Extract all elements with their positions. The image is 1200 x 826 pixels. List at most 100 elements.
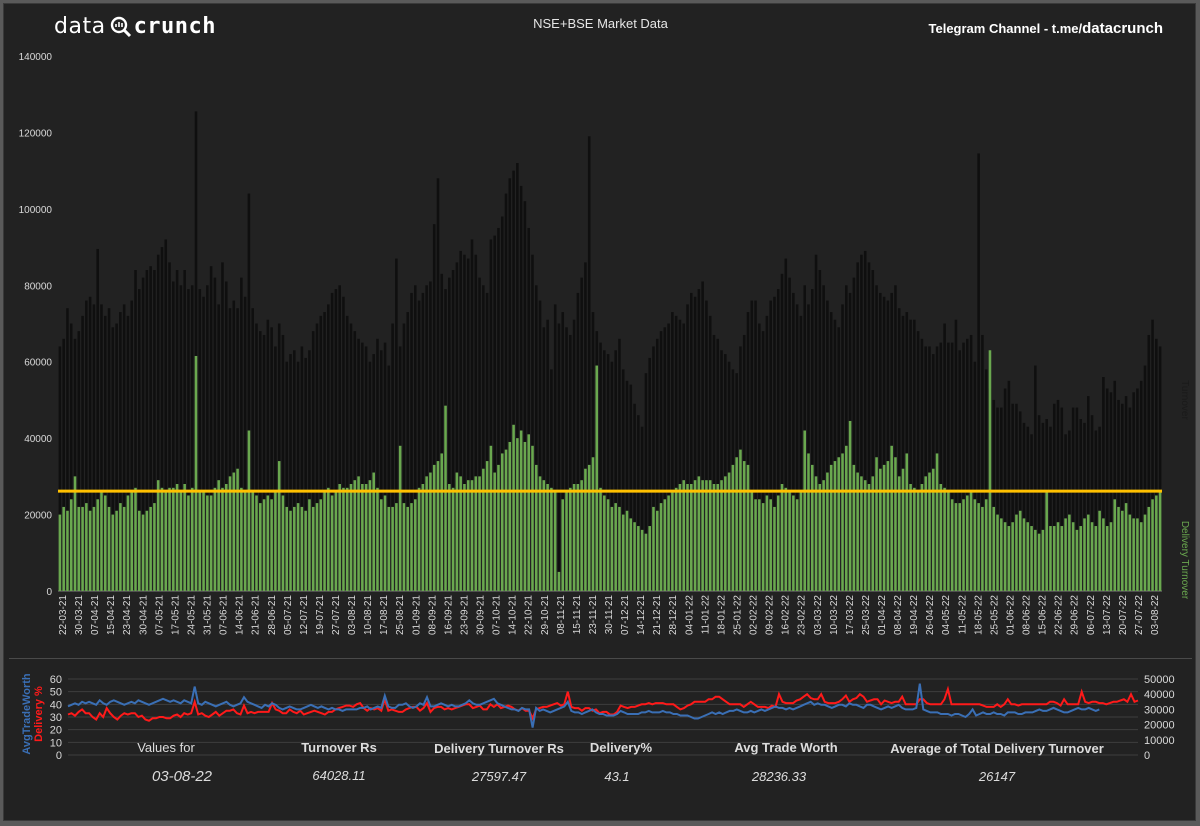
chart-title: NSE+BSE Market Data <box>533 16 668 31</box>
turnover-bar <box>799 315 803 591</box>
delivery-turnover-bar <box>542 480 546 591</box>
turnover-bar <box>1147 334 1151 591</box>
delivery-turnover-bar <box>1158 491 1162 591</box>
delivery-turnover-bar <box>875 457 878 591</box>
telegram-handle: datacrunch <box>1082 20 1163 37</box>
turnover-bar <box>387 365 391 591</box>
delivery-turnover-bar <box>512 424 515 591</box>
turnover-bar <box>58 346 62 591</box>
turnover-bar <box>720 350 723 591</box>
x-tick-label: 18-01-22 <box>716 595 727 635</box>
y-left-tick-label: 0 <box>56 750 62 762</box>
x-tick-label: 28-12-21 <box>668 595 679 635</box>
turnover-bar <box>107 308 111 591</box>
turnover-bar <box>648 357 651 591</box>
turnover-bar <box>523 201 527 591</box>
x-tick-label: 14-10-21 <box>508 595 519 635</box>
y-left-tick-label: 60 <box>50 674 62 686</box>
turnover-bar <box>863 250 867 591</box>
turnover-bar <box>1121 403 1124 591</box>
turnover-bar <box>274 346 277 591</box>
turnover-bar <box>493 235 496 591</box>
turnover-bar <box>538 300 542 591</box>
delivery-turnover-bar <box>66 510 69 591</box>
x-tick-label: 21-06-21 <box>251 595 262 635</box>
turnover-bar <box>637 415 640 591</box>
x-tick-label: 08-06-22 <box>1022 595 1033 635</box>
turnover-bar <box>690 292 693 591</box>
delivery-turnover-bar <box>690 484 693 591</box>
turnover-bar <box>780 273 784 591</box>
delivery-turnover-bar <box>950 499 954 591</box>
delivery-turnover-bar <box>1030 526 1033 591</box>
turnover-bar <box>546 319 549 591</box>
turnover-bar <box>758 323 761 591</box>
turnover-bar <box>88 296 92 591</box>
turnover-bar <box>296 361 300 591</box>
delivery-turnover-bar <box>126 495 130 591</box>
delivery-turnover-bar <box>497 464 500 591</box>
delivery-turnover-bar <box>871 476 875 591</box>
delivery-turnover-bar <box>1000 518 1003 591</box>
delivery-turnover-bar <box>863 480 867 591</box>
turnover-bar <box>584 262 587 591</box>
x-tick-label: 17-05-21 <box>170 595 181 635</box>
turnover-bar <box>724 354 727 591</box>
delivery-turnover-bar <box>943 487 946 591</box>
delivery-turnover-bar <box>867 484 871 591</box>
delivery-turnover-bar <box>580 480 583 591</box>
turnover-bar <box>421 292 425 591</box>
delivery-turnover-bar <box>429 472 432 591</box>
x-tick-label: 06-07-22 <box>1086 595 1097 635</box>
turnover-bar <box>1060 407 1064 591</box>
delivery-turnover-bar <box>909 484 912 591</box>
delivery-turnover-bar <box>882 464 886 591</box>
turnover-bar <box>659 331 663 591</box>
x-tick-label: 07-12-21 <box>620 595 631 635</box>
x-tick-label: 27-07-22 <box>1134 595 1145 635</box>
turnover-bar <box>429 281 432 591</box>
turnover-bar <box>323 312 326 591</box>
delivery-turnover-bar <box>538 476 542 591</box>
turnover-bar <box>1086 396 1090 591</box>
turnover-bar <box>708 315 712 591</box>
turnover-bar <box>576 292 580 591</box>
x-tick-label: 30-11-21 <box>604 595 615 635</box>
telegram-channel[interactable]: Telegram Channel - t.me/datacrunch <box>929 20 1164 37</box>
delivery-turnover-bar <box>1068 514 1071 591</box>
delivery-turnover-bar <box>122 506 126 591</box>
delivery-turnover-bar <box>1003 522 1007 591</box>
turnover-bar <box>251 308 254 591</box>
turnover-bar <box>478 277 481 591</box>
delivery-turnover-bar <box>266 495 270 591</box>
turnover-bar <box>103 315 107 591</box>
turnover-bar <box>96 248 99 591</box>
delivery-turnover-bar <box>614 503 617 591</box>
turnover-bar <box>618 338 621 591</box>
delivery-turnover-bar <box>606 499 610 591</box>
delivery-turnover-bar <box>557 571 561 591</box>
turnover-bar <box>224 281 228 591</box>
delivery-turnover-bar <box>156 480 160 591</box>
x-tick-label: 24-05-21 <box>186 595 197 635</box>
delivery-turnover-bar <box>1113 499 1117 591</box>
x-tick-label: 25-05-22 <box>989 595 1000 635</box>
turnover-bar <box>856 262 859 591</box>
delivery-turnover-bar <box>686 484 689 591</box>
delivery-turnover-bar <box>981 506 984 591</box>
turnover-bar <box>674 315 678 591</box>
turnover-bar <box>334 289 338 591</box>
turnover-bar <box>947 342 950 591</box>
delivery-turnover-bar <box>383 495 387 591</box>
delivery-turnover-bar <box>671 491 674 591</box>
x-tick-label: 29-06-22 <box>1070 595 1081 635</box>
delivery-turnover-bar <box>750 491 754 591</box>
turnover-bar <box>1049 426 1052 591</box>
turnover-bar <box>232 300 236 591</box>
turnover-bar <box>655 338 659 591</box>
turnover-bar <box>603 350 606 591</box>
delivery-turnover-bar <box>519 430 523 591</box>
delivery-turnover-bar <box>1056 522 1060 591</box>
delivery-turnover-bar <box>705 480 708 591</box>
turnover-bar <box>1034 365 1037 591</box>
